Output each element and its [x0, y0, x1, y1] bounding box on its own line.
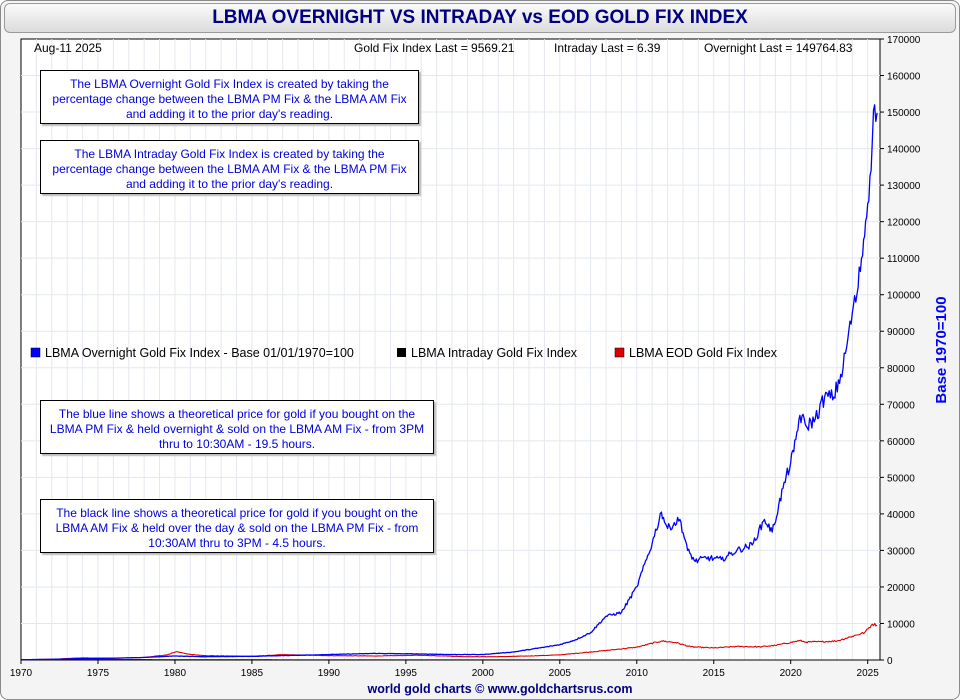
y-tick-label: 160000 [887, 72, 921, 83]
y-tick-label: 110000 [887, 254, 920, 265]
x-tick-label: 1990 [318, 668, 341, 679]
y-tick-label: 140000 [887, 145, 921, 156]
legend-swatch-eod [614, 347, 625, 358]
footer-credit: world gold charts © www.goldchartsrus.co… [366, 682, 632, 696]
y-tick-label: 40000 [887, 510, 915, 521]
y-tick-label: 0 [887, 656, 893, 667]
legend-label-intraday: LBMA Intraday Gold Fix Index [411, 346, 578, 360]
y-tick-label: 170000 [887, 35, 921, 46]
note-black-line: The black line shows a theoretical price… [40, 499, 434, 553]
y-tick-label: 100000 [887, 291, 921, 302]
legend-swatch-intraday [397, 348, 406, 357]
x-tick-label: 2015 [703, 668, 726, 679]
header-date: Aug-11 2025 [34, 41, 102, 55]
y-tick-label: 10000 [887, 619, 915, 630]
y-tick-label: 60000 [887, 437, 915, 448]
y-tick-label: 120000 [887, 218, 921, 229]
legend: LBMA Overnight Gold Fix Index - Base 01/… [30, 346, 778, 360]
header-overnight-last: Overnight Last = 149764.83 [704, 41, 853, 55]
legend-swatch-overnight [30, 347, 41, 358]
header-intraday-last: Intraday Last = 6.39 [554, 41, 661, 55]
note-overnight-definition: The LBMA Overnight Gold Fix Index is cre… [40, 70, 419, 124]
x-tick-label: 2010 [626, 668, 649, 679]
x-tick-label: 1975 [87, 668, 110, 679]
y-tick-label: 20000 [887, 583, 915, 594]
series-layer [21, 104, 878, 661]
header-gold-fix-last: Gold Fix Index Last = 9569.21 [354, 41, 515, 55]
y-tick-label: 90000 [887, 327, 915, 338]
y-axis-title: Base 1970=100 [933, 296, 950, 403]
y-tick-label: 150000 [887, 108, 921, 119]
x-tick-label: 2025 [857, 668, 880, 679]
x-tick-label: 2000 [472, 668, 495, 679]
x-tick-label: 1985 [241, 668, 264, 679]
x-tick-label: 2005 [549, 668, 572, 679]
x-tick-label: 1980 [164, 668, 187, 679]
y-tick-label: 130000 [887, 181, 921, 192]
x-tick-label: 1995 [395, 668, 418, 679]
x-tick-label: 1970 [10, 668, 33, 679]
note-intraday-definition: The LBMA Intraday Gold Fix Index is crea… [40, 140, 419, 194]
y-tick-label: 50000 [887, 473, 915, 484]
legend-label-overnight: LBMA Overnight Gold Fix Index - Base 01/… [45, 346, 354, 360]
note-blue-line: The blue line shows a theoretical price … [40, 400, 434, 454]
axis-layer: 1970 1975 1980 1985 1990 1995 2000 2005 2010 2015… [10, 35, 921, 679]
y-tick-label: 30000 [887, 546, 915, 557]
series-line-overnight [21, 104, 878, 661]
series-line-eod [21, 622, 878, 661]
legend-label-eod: LBMA EOD Gold Fix Index [629, 346, 778, 360]
y-tick-label: 80000 [887, 364, 915, 375]
chart-title: LBMA OVERNIGHT VS INTRADAY vs EOD GOLD F… [4, 3, 956, 33]
y-tick-label: 70000 [887, 400, 915, 411]
x-tick-label: 2020 [780, 668, 803, 679]
